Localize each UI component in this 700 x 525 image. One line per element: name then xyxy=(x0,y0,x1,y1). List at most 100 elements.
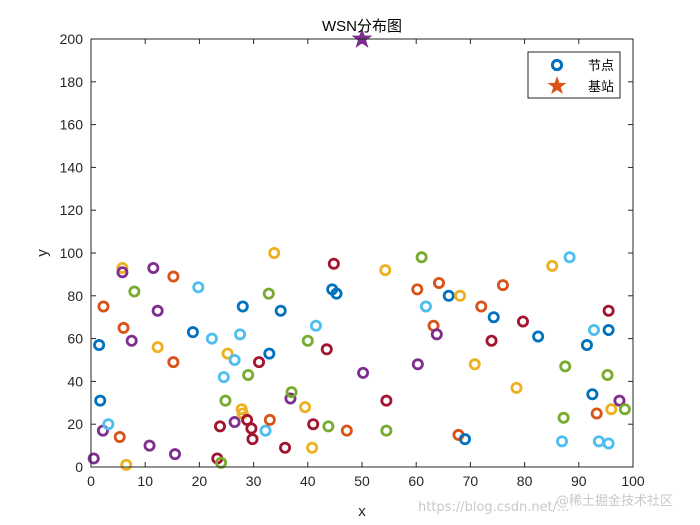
x-tick-label: 50 xyxy=(354,473,370,489)
x-tick-label: 0 xyxy=(87,473,95,489)
node-point xyxy=(516,315,529,328)
node-point xyxy=(87,452,100,465)
node-point xyxy=(245,422,258,435)
node-point xyxy=(186,326,199,339)
node-point xyxy=(327,257,340,270)
x-tick-label: 30 xyxy=(246,473,262,489)
legend-node-marker xyxy=(550,58,564,72)
node-point xyxy=(102,418,115,431)
node-point xyxy=(167,270,180,283)
node-point xyxy=(586,388,599,401)
node-point xyxy=(234,328,247,341)
y-axis-label: y xyxy=(34,249,51,257)
node-point xyxy=(117,321,130,334)
node-point xyxy=(306,441,319,454)
y-tick-label: 80 xyxy=(67,288,83,304)
node-point xyxy=(430,328,443,341)
node-point xyxy=(320,343,333,356)
node-point xyxy=(496,279,509,292)
node-point xyxy=(487,311,500,324)
node-point xyxy=(116,266,129,279)
node-point xyxy=(432,276,445,289)
x-tick-label: 100 xyxy=(621,473,645,489)
node-point xyxy=(613,394,626,407)
node-point xyxy=(151,304,164,317)
node-point xyxy=(555,435,568,448)
y-tick-label: 120 xyxy=(60,202,84,218)
node-point xyxy=(563,251,576,264)
node-point xyxy=(468,358,481,371)
x-tick-label: 80 xyxy=(517,473,533,489)
node-point xyxy=(590,407,603,420)
node-point xyxy=(113,431,126,444)
plot-frame xyxy=(90,38,634,468)
legend-node-label: 节点 xyxy=(588,59,614,74)
node-point xyxy=(262,287,275,300)
node-point xyxy=(217,371,230,384)
node-point xyxy=(379,264,392,277)
node-point xyxy=(301,334,314,347)
node-point xyxy=(94,394,107,407)
node-point xyxy=(602,437,615,450)
node-point xyxy=(167,356,180,369)
node-point xyxy=(143,439,156,452)
node-point xyxy=(228,416,241,429)
node-point xyxy=(228,353,241,366)
node-point xyxy=(605,403,618,416)
node-point xyxy=(242,368,255,381)
node-point xyxy=(299,401,312,414)
node-point xyxy=(125,334,138,347)
x-tick-label: 90 xyxy=(571,473,587,489)
x-axis-label: x xyxy=(358,503,366,520)
node-point xyxy=(120,458,133,471)
node-point xyxy=(253,356,266,369)
node-point xyxy=(307,418,320,431)
node-points xyxy=(87,246,631,471)
node-point xyxy=(219,394,232,407)
node-point xyxy=(285,386,298,399)
node-point xyxy=(128,285,141,298)
node-point xyxy=(221,347,234,360)
node-point xyxy=(532,330,545,343)
node-point xyxy=(246,433,259,446)
node-point xyxy=(587,324,600,337)
node-point xyxy=(236,300,249,313)
node-point xyxy=(475,300,488,313)
watermark-url: https://blog.csdn.net/... xyxy=(418,500,569,515)
node-point xyxy=(618,403,631,416)
node-point xyxy=(97,300,110,313)
node-point xyxy=(485,334,498,347)
node-point xyxy=(284,392,297,405)
x-tick-label: 20 xyxy=(192,473,208,489)
y-tick-label: 180 xyxy=(60,74,84,90)
node-point xyxy=(442,289,455,302)
legend-station-label: 基站 xyxy=(588,80,614,95)
y-tick-label: 40 xyxy=(67,373,83,389)
node-point xyxy=(322,420,335,433)
y-tick-label: 140 xyxy=(60,159,84,175)
y-tick-label: 20 xyxy=(67,416,83,432)
node-point xyxy=(559,360,572,373)
x-tick-label: 60 xyxy=(408,473,424,489)
node-point xyxy=(557,411,570,424)
node-point xyxy=(309,319,322,332)
x-tick-label: 40 xyxy=(300,473,316,489)
base-station-group xyxy=(351,28,373,48)
node-point xyxy=(602,304,615,317)
node-point xyxy=(263,413,276,426)
chart-title: WSN分布图 xyxy=(322,18,402,35)
node-point xyxy=(602,324,615,337)
x-tick-label: 10 xyxy=(137,473,153,489)
y-tick-label: 160 xyxy=(60,117,84,133)
node-point xyxy=(169,448,182,461)
plot-area xyxy=(91,39,633,467)
node-point xyxy=(340,424,353,437)
node-point xyxy=(330,287,343,300)
legend-station-marker xyxy=(547,76,567,95)
node-point xyxy=(510,381,523,394)
y-tick-label: 60 xyxy=(67,331,83,347)
watermark: @稀土掘金技术社区 xyxy=(556,493,673,509)
node-point xyxy=(411,283,424,296)
